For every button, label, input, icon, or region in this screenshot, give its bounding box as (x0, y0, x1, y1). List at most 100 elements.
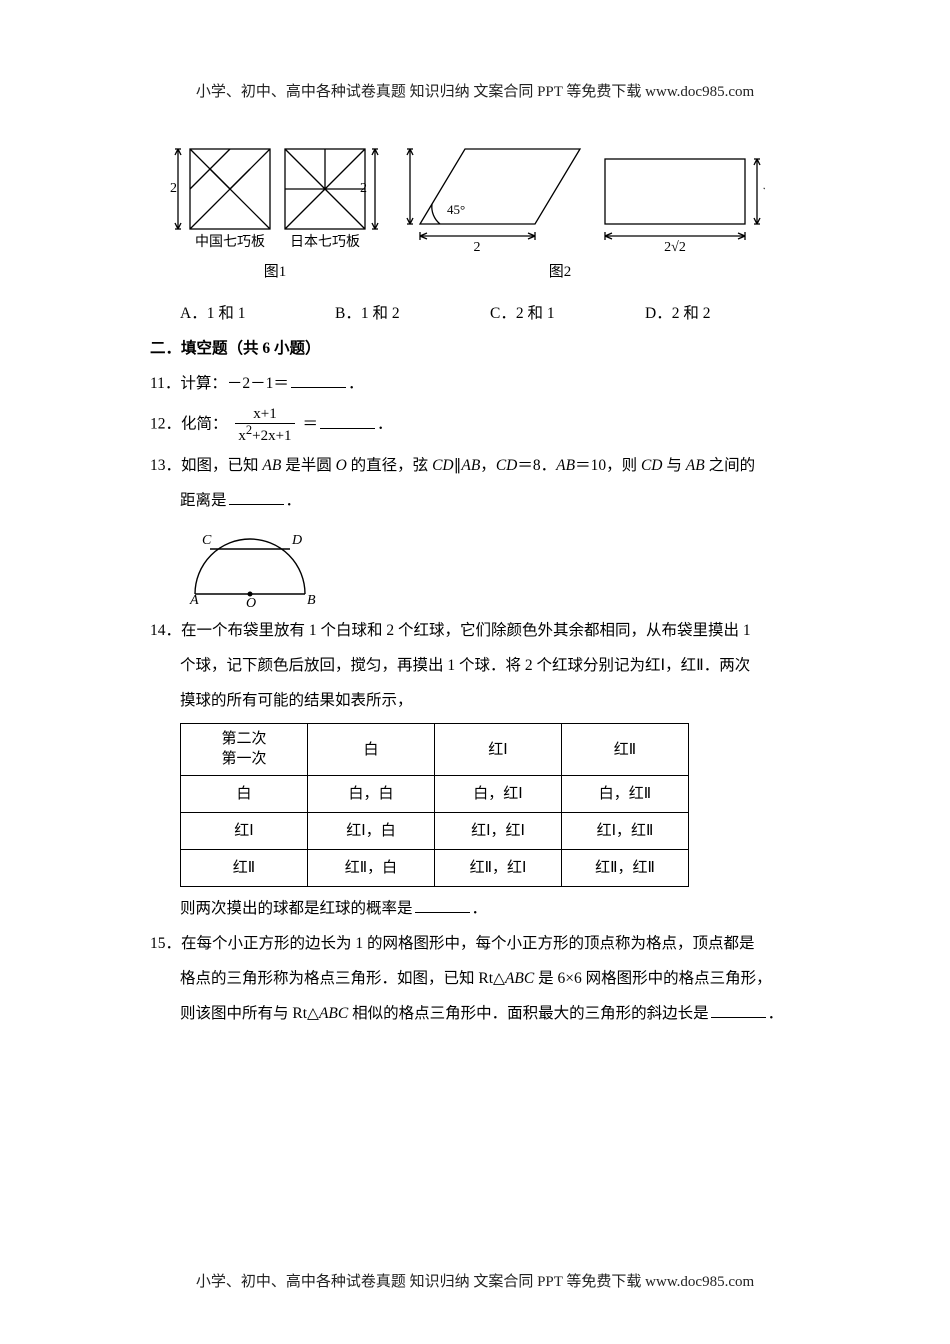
q13-ab1: AB (262, 457, 281, 474)
question-13: 13．如图，已知 AB 是半圆 O 的直径，弦 CD∥AB，CD＝8．AB＝10… (150, 454, 800, 479)
jp-board-label: 日本七巧板 (290, 234, 360, 250)
pt-b: B (307, 593, 316, 608)
cn-board-label: 中国七巧板 (195, 234, 265, 250)
q11-text-after: ． (348, 375, 364, 392)
mc-options: A．1 和 1 B．1 和 2 C．2 和 1 D．2 和 2 (180, 302, 800, 327)
q13-t2: 是半圆 (281, 457, 335, 474)
pt-c: C (202, 533, 212, 548)
q13-t9: 之间的 (705, 457, 755, 474)
pt-a: A (189, 593, 199, 608)
hdr-top: 第二次 (199, 730, 289, 750)
cell: 红Ⅱ，红Ⅰ (435, 850, 562, 887)
table-row: 白 白，白 白，红Ⅰ 白，红Ⅱ (181, 776, 689, 813)
fig1-caption: 图1 (150, 260, 400, 284)
table-row: 红Ⅱ 红Ⅱ，白 红Ⅱ，红Ⅰ 红Ⅱ，红Ⅱ (181, 850, 689, 887)
q15-p3c: ． (768, 1005, 784, 1022)
q15-p2a: 格点的三角形称为格点三角形．如图，已知 Rt△ (180, 970, 505, 987)
q12-eq: ＝ (302, 416, 318, 433)
cell: 红Ⅱ，红Ⅱ (562, 850, 689, 887)
para-w: 2 (474, 240, 481, 254)
q13-cd2: CD (496, 457, 518, 474)
q13-t7: ＝10，则 (575, 457, 641, 474)
col-h3: 红Ⅱ (562, 724, 689, 776)
figure-captions: 图1 图2 (150, 260, 800, 284)
q15-p2b: 是 6×6 网格图形中的格点三角形， (534, 970, 771, 987)
row-h: 红Ⅰ (181, 813, 308, 850)
q13-t8: 与 (663, 457, 686, 474)
figure-2: 2 2 45° 2√2 √2 (405, 134, 765, 254)
q12-den-p1: x (238, 428, 246, 444)
q15-abc2: ABC (319, 1005, 348, 1022)
option-b: B．1 和 2 (335, 302, 490, 327)
q12-fraction: x+1 x2+2x+1 (235, 406, 294, 444)
option-d: D．2 和 2 (645, 302, 800, 327)
q12-blank (320, 414, 375, 429)
question-14-p3: 摸球的所有可能的结果如表所示， (150, 689, 800, 714)
q15-abc1: ABC (505, 970, 534, 987)
question-14-after: 则两次摸出的球都是红球的概率是 ． (150, 897, 800, 922)
figure-1: 2 2 中国七巧板 日本七巧板 (170, 134, 380, 254)
page-footer: 小学、初中、高中各种试卷真题 知识归纳 文案合同 PPT 等免费下载 www.d… (0, 1270, 950, 1294)
content-body: 2 2 中国七巧板 日本七巧板 (150, 134, 800, 1027)
page-header: 小学、初中、高中各种试卷真题 知识归纳 文案合同 PPT 等免费下载 www.d… (150, 80, 800, 104)
question-12: 12．化简： x+1 x2+2x+1 ＝ ． (150, 406, 800, 444)
hdr-left: 第一次 (199, 750, 289, 770)
q13-l2a: 距离是 (180, 492, 227, 509)
semicircle-svg: A B C D O (180, 524, 330, 609)
tangram-svg: 2 2 中国七巧板 日本七巧板 (170, 134, 380, 254)
q13-t1: 13．如图，已知 (150, 457, 262, 474)
question-14-p2: 个球，记下颜色后放回，搅匀，再摸出 1 个球．将 2 个红球分别记为红Ⅰ，红Ⅱ．… (150, 654, 800, 679)
rect-w: 2√2 (664, 240, 686, 254)
q14-after-b: ． (472, 900, 488, 917)
table-row: 第二次 第一次 白 红Ⅰ 红Ⅱ (181, 724, 689, 776)
q14-after-a: 则两次摸出的球都是红球的概率是 (180, 900, 413, 917)
q13-blank (229, 490, 284, 505)
q13-ab2: AB (461, 457, 480, 474)
option-c: C．2 和 1 (490, 302, 645, 327)
q11-text-before: 11．计算：－2－1＝ (150, 375, 289, 392)
q12-num: x+1 (235, 406, 294, 424)
q14-blank (415, 898, 470, 913)
q13-ab4: AB (686, 457, 705, 474)
angle-label: 45° (447, 202, 465, 217)
q11-blank (291, 373, 346, 388)
table-corner: 第二次 第一次 (181, 724, 308, 776)
section-2-title: 二．填空题（共 6 小题） (150, 337, 800, 362)
fig2-svg: 2 2 45° 2√2 √2 (405, 134, 765, 254)
fig1-right-dim: 2 (360, 181, 367, 196)
question-15-p1: 15．在每个小正方形的边长为 1 的网格图形中，每个小正方形的顶点称为格点，顶点… (150, 932, 800, 957)
rect-h: √2 (763, 183, 765, 198)
q13-figure: A B C D O (150, 524, 800, 609)
option-a: A．1 和 1 (180, 302, 335, 327)
cell: 白，红Ⅰ (435, 776, 562, 813)
q12-den-p2: +2x+1 (252, 428, 291, 444)
question-11: 11．计算：－2－1＝ ． (150, 372, 800, 397)
q15-p3b: 相似的格点三角形中．面积最大的三角形的斜边长是 (348, 1005, 708, 1022)
col-h2: 红Ⅰ (435, 724, 562, 776)
q13-t5: ， (480, 457, 496, 474)
cell: 红Ⅰ，红Ⅱ (562, 813, 689, 850)
question-13-line2: 距离是 ． (150, 489, 800, 514)
q12-den: x2+2x+1 (235, 424, 294, 445)
q13-o: O (336, 457, 347, 474)
table-row: 红Ⅰ 红Ⅰ，白 红Ⅰ，红Ⅰ 红Ⅰ，红Ⅱ (181, 813, 689, 850)
q12-label: 12．化简： (150, 416, 228, 433)
fig2-caption: 图2 (400, 260, 720, 284)
q13-l2b: ． (286, 492, 302, 509)
q13-t3: 的直径，弦 (347, 457, 432, 474)
q15-p3a: 则该图中所有与 Rt△ (180, 1005, 319, 1022)
q12-after: ． (377, 416, 393, 433)
q13-cd3: CD (641, 457, 663, 474)
q15-blank (711, 1003, 766, 1018)
row-h: 红Ⅱ (181, 850, 308, 887)
cell: 白，红Ⅱ (562, 776, 689, 813)
pt-d: D (291, 533, 302, 548)
cell: 红Ⅰ，红Ⅰ (435, 813, 562, 850)
cell: 红Ⅱ，白 (308, 850, 435, 887)
pt-o: O (246, 596, 256, 609)
question-14-p1: 14．在一个布袋里放有 1 个白球和 2 个红球，它们除颜色外其余都相同，从布袋… (150, 619, 800, 644)
question-15-p3: 则该图中所有与 Rt△ABC 相似的格点三角形中．面积最大的三角形的斜边长是 ． (150, 1002, 800, 1027)
fig1-left-dim: 2 (170, 181, 177, 196)
col-h1: 白 (308, 724, 435, 776)
cell: 红Ⅰ，白 (308, 813, 435, 850)
